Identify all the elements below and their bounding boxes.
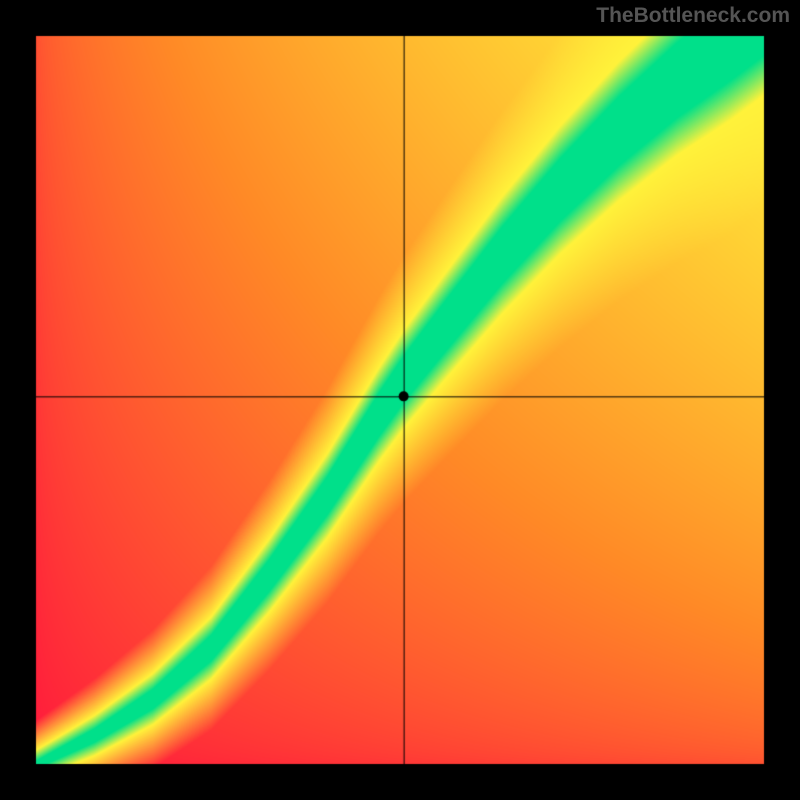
watermark-text: TheBottleneck.com [596, 4, 790, 28]
chart-container: TheBottleneck.com [0, 0, 800, 800]
heatmap-canvas [0, 0, 800, 800]
